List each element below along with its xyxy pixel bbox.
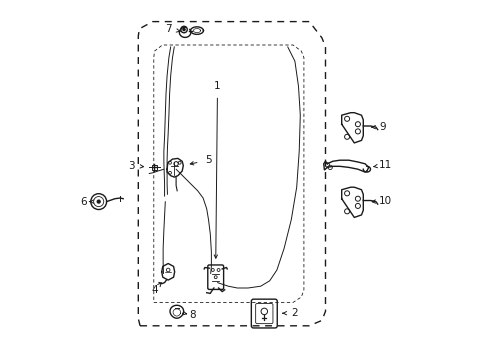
Text: 8: 8 [188,310,195,320]
Text: 5: 5 [205,155,211,165]
Bar [151,165,157,170]
Text: 1: 1 [214,81,221,91]
Text: 3: 3 [127,161,134,171]
Text: 2: 2 [291,308,298,318]
Text: 7: 7 [165,24,172,34]
Text: 6: 6 [80,197,86,207]
Text: 4: 4 [152,285,158,295]
Circle shape [97,200,100,203]
Text: 11: 11 [378,160,391,170]
Text: 9: 9 [379,122,386,132]
Circle shape [183,28,185,31]
Text: 10: 10 [378,196,391,206]
